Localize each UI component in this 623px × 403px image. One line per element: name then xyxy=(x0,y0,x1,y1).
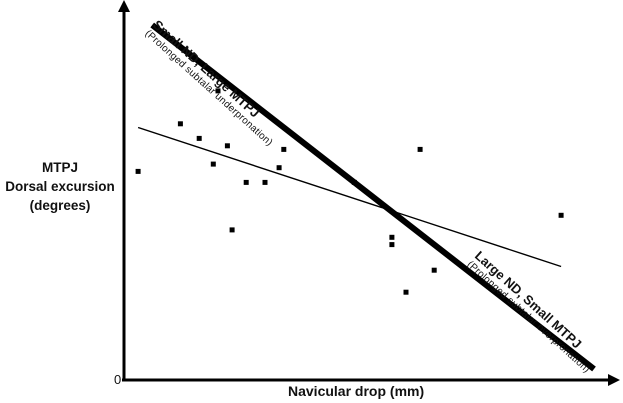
axes xyxy=(118,0,620,386)
data-point-12 xyxy=(351,179,357,185)
data-point-15 xyxy=(403,289,409,295)
data-point-6 xyxy=(224,143,230,149)
data-point-4 xyxy=(210,161,216,167)
y-axis-label: MTPJ Dorsal excursion (degrees) xyxy=(4,158,116,215)
x-axis-arrow-icon xyxy=(608,374,620,386)
data-point-16 xyxy=(417,146,423,152)
data-point-3 xyxy=(196,135,202,141)
y-axis-label-line-1: MTPJ xyxy=(41,160,78,175)
data-point-18 xyxy=(558,212,564,218)
data-point-10 xyxy=(276,165,282,171)
data-point-11 xyxy=(281,146,287,152)
data-point-8 xyxy=(243,179,249,185)
data-point-13 xyxy=(389,234,395,240)
data-point-17 xyxy=(431,267,437,273)
data-points xyxy=(135,88,564,295)
y-axis-arrow-icon xyxy=(118,0,130,12)
data-point-5 xyxy=(215,88,221,94)
data-point-7 xyxy=(229,227,235,233)
fit-lines xyxy=(137,22,596,372)
x-axis-label: Navicular drop (mm) xyxy=(288,383,425,399)
data-point-2 xyxy=(177,121,183,127)
data-point-1 xyxy=(135,168,141,174)
data-point-9 xyxy=(262,179,268,185)
y-axis-label-line-2: Dorsal excursion xyxy=(5,179,115,194)
y-axis-label-line-3: (degrees) xyxy=(29,198,91,213)
origin-tick-label: 0 xyxy=(114,372,122,387)
trend-line xyxy=(137,126,562,268)
data-point-14 xyxy=(389,242,395,248)
model-line xyxy=(150,22,596,372)
